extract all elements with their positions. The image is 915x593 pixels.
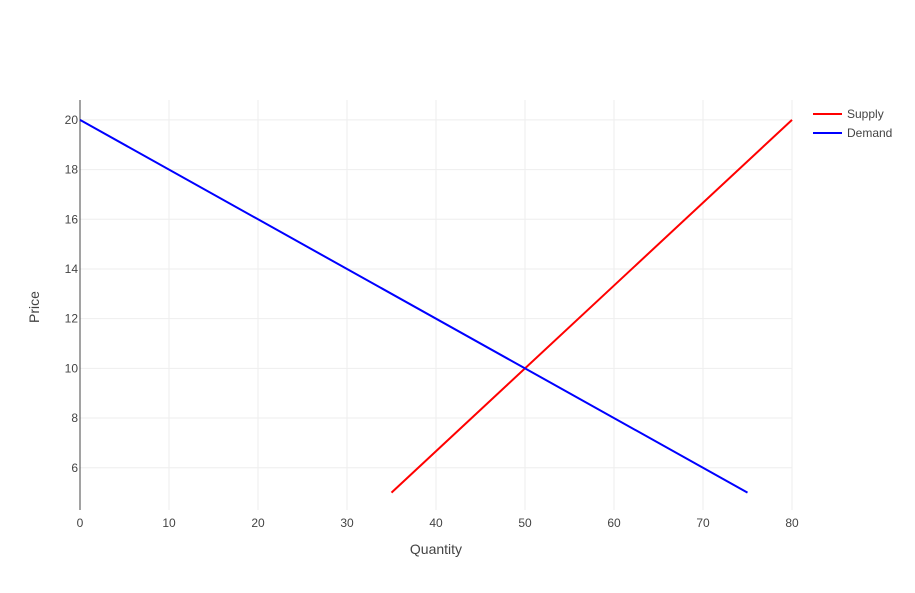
y-tick-label: 20 [65,113,79,127]
x-tick-label: 20 [251,516,265,530]
y-axis-title: Price [26,291,42,323]
legend-item-demand[interactable]: Demand [813,126,892,140]
y-tick-label: 12 [65,312,79,326]
grid [79,100,793,510]
y-tick-label: 8 [71,411,78,425]
tick-labels: 0 10 20 30 40 50 60 70 80 6 8 10 12 14 16 18 20 [65,113,799,530]
series-lines [79,119,793,494]
legend-label: Supply [847,107,884,121]
x-tick-label: 40 [429,516,443,530]
supply-line [390,119,793,494]
legend[interactable]: Supply Demand [813,107,892,140]
y-tick-label: 14 [65,262,79,276]
legend-label: Demand [847,126,892,140]
x-tick-label: 80 [785,516,799,530]
legend-item-supply[interactable]: Supply [813,107,884,121]
y-tick-label: 18 [65,163,79,177]
x-tick-label: 0 [77,516,84,530]
y-tick-label: 6 [71,461,78,475]
x-tick-label: 70 [696,516,710,530]
x-axis-title: Quantity [410,541,462,557]
demand-line [79,119,748,494]
y-tick-label: 16 [65,212,79,226]
x-tick-label: 10 [162,516,176,530]
y-tick-label: 10 [65,361,79,375]
x-tick-label: 50 [518,516,532,530]
x-tick-label: 30 [340,516,354,530]
x-tick-label: 60 [607,516,621,530]
